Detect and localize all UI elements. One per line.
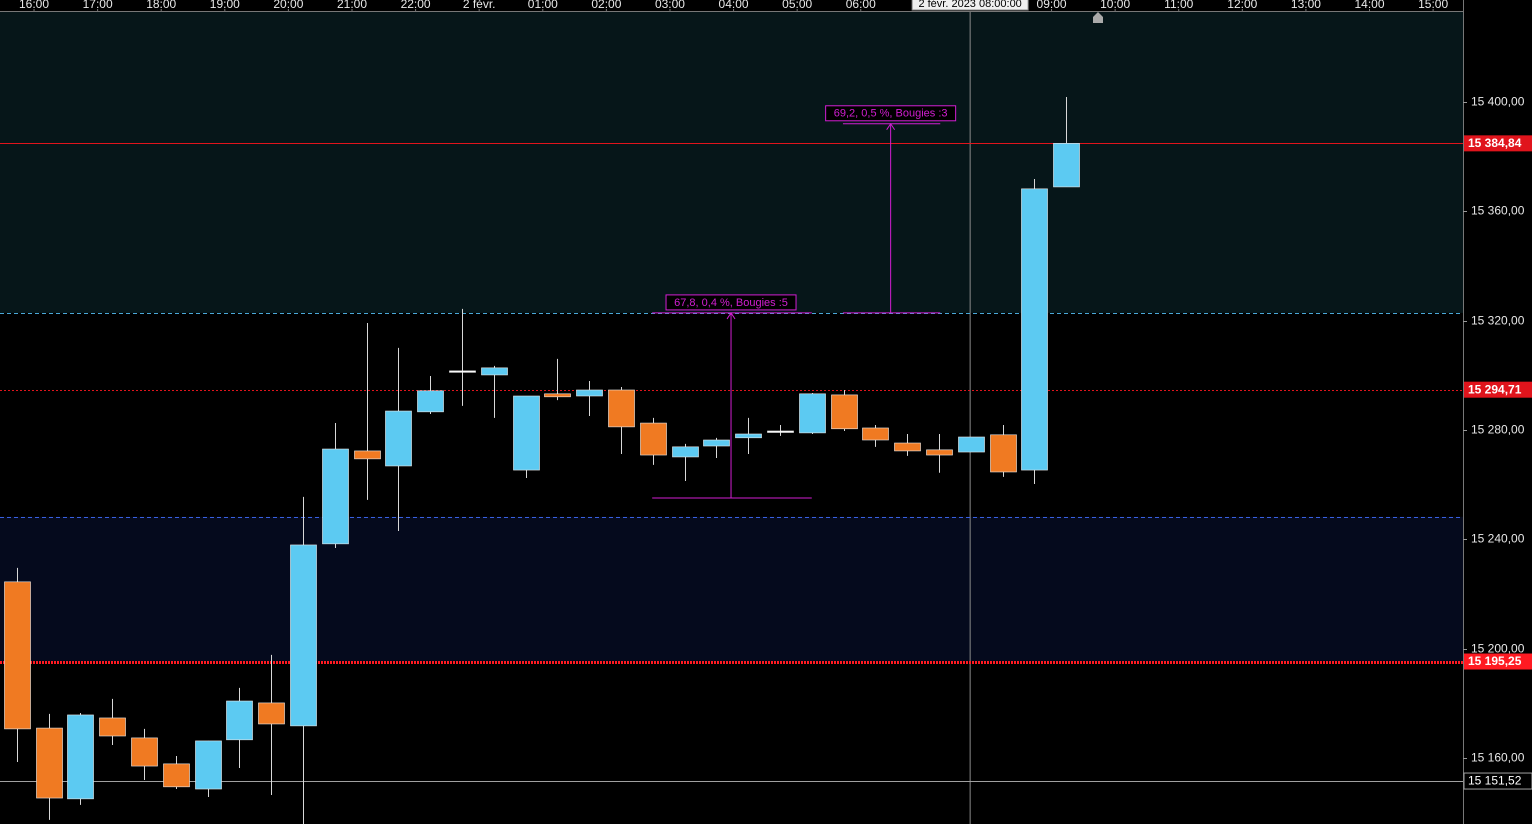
candles (4, 96, 1080, 824)
x-tick-label: 2 févr. (463, 0, 496, 11)
level-label-box (1464, 653, 1532, 670)
time-axis-bar (0, 0, 1532, 12)
band (0, 12, 1463, 313)
measure-label: 67,8, 0,4 %, Bougies :5 (674, 297, 788, 309)
candle-body (226, 700, 253, 741)
candle-body (958, 436, 985, 453)
y-tick-label: 15 200,00 (1471, 642, 1525, 656)
x-tick-label: 16:00 (19, 0, 49, 11)
candle-body (354, 450, 381, 460)
axes: 16:00 17:00 18:00 19:00 20:00 21:00 22:00 2 fév… (19, 0, 1532, 790)
candle-body (576, 389, 603, 397)
candle-body (926, 449, 953, 456)
candle-body (640, 422, 667, 456)
level-label: 15 294,71 (1468, 382, 1522, 396)
x-tick-label: 02:00 (591, 0, 621, 11)
y-tick-label: 15 360,00 (1471, 204, 1525, 218)
measure-arrowhead (726, 312, 736, 320)
candle-body (767, 430, 794, 433)
level-label-box (1463, 772, 1532, 790)
x-tick-label: 17:00 (83, 0, 113, 11)
level-label: 15 151,52 (1468, 774, 1522, 788)
y-tick-label: 15 320,00 (1471, 314, 1525, 328)
candle-body (67, 714, 94, 800)
crosshair-label-box (911, 0, 1029, 11)
band (0, 516, 1463, 662)
candle-body (799, 393, 826, 434)
y-tick-label: 15 240,00 (1471, 532, 1525, 546)
x-tick-label: 15:00 (1418, 0, 1448, 11)
x-tick-label: 11:00 (1164, 0, 1193, 11)
y-tick-label: 15 280,00 (1471, 423, 1525, 437)
x-tick-label: 05:00 (782, 0, 812, 11)
x-tick-label: 14:00 (1354, 0, 1384, 11)
candle-body (481, 367, 508, 376)
y-tick-label: 15 400,00 (1471, 95, 1525, 109)
x-tick-label: 12:00 (1227, 0, 1257, 11)
candle-body (672, 446, 699, 458)
candle-body (862, 427, 889, 441)
candle-body (1021, 188, 1048, 471)
x-tick-label: 13:00 (1291, 0, 1321, 11)
candle-body (36, 727, 63, 799)
candle-body (195, 740, 222, 790)
level-label: 15 195,25 (1468, 654, 1522, 668)
candle-body (449, 370, 476, 373)
measure-label: 69,2, 0,5 %, Bougies :3 (834, 108, 948, 120)
candle-body (544, 393, 571, 398)
x-tick-label: 19:00 (210, 0, 240, 11)
measure-label-box (825, 105, 957, 122)
level-label: 15 384,84 (1468, 136, 1522, 150)
x-tick-label: 06:00 (846, 0, 876, 11)
y-tick-label: 15 160,00 (1471, 751, 1525, 765)
x-tick-label: 10:00 (1100, 0, 1130, 11)
measure-label-box (665, 294, 797, 311)
x-tick-label: 18:00 (146, 0, 176, 11)
measures: 67,8, 0,4 %, Bougies :5 69,2, 0,5 %, Boug… (652, 105, 957, 499)
candle-body (735, 433, 762, 439)
candle-body (417, 390, 444, 413)
x-tick-label: 21:00 (337, 0, 367, 11)
x-tick-label: 22:00 (401, 0, 431, 11)
x-tick-label: 03:00 (655, 0, 685, 11)
x-tick-label: 09:00 (1037, 0, 1067, 11)
price-axis-bar (1463, 12, 1532, 824)
candle-body (4, 581, 31, 730)
crosshair-label: 2 févr. 2023 08:00:00 (918, 0, 1021, 10)
candle-body (163, 763, 190, 788)
candle-body (703, 439, 730, 447)
candle-body (608, 389, 635, 428)
candle-body (258, 702, 285, 725)
candle-body (894, 442, 921, 452)
x-tick-label: 20:00 (273, 0, 303, 11)
measure-arrowhead (886, 122, 896, 131)
candle-body (290, 544, 317, 727)
bands (0, 12, 1463, 662)
candle-body (99, 717, 126, 737)
candle-body (831, 394, 858, 430)
candle-body (385, 410, 412, 467)
candle-body (1053, 143, 1080, 188)
candle-body (513, 395, 540, 471)
x-tick-label: 04:00 (719, 0, 749, 11)
candle-body (322, 448, 349, 545)
candle-body (990, 434, 1017, 473)
candle-body (131, 737, 158, 767)
level-label-box (1464, 135, 1532, 152)
level-label-box (1464, 381, 1532, 398)
x-tick-label: 01:00 (528, 0, 558, 11)
scroll-icon[interactable] (1093, 12, 1103, 23)
